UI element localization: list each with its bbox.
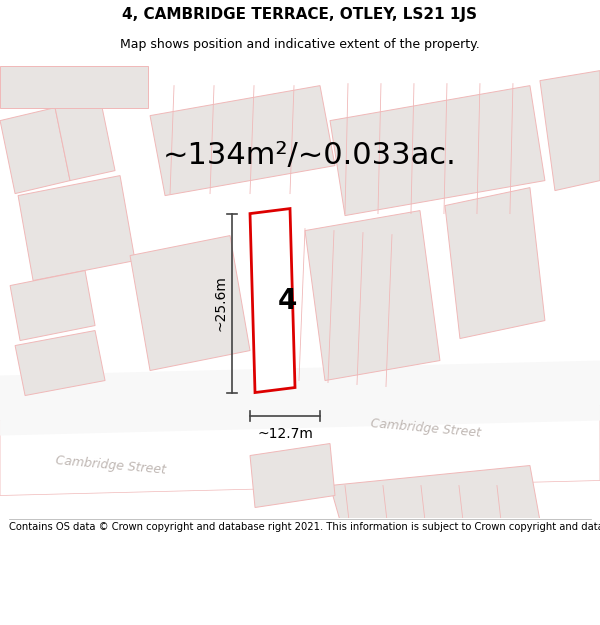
Polygon shape: [130, 236, 250, 371]
Polygon shape: [0, 361, 600, 436]
Polygon shape: [10, 271, 95, 341]
Polygon shape: [55, 98, 115, 181]
Text: Cambridge Street: Cambridge Street: [55, 454, 167, 477]
Polygon shape: [250, 209, 295, 392]
Text: 4: 4: [278, 286, 297, 314]
Text: ~25.6m: ~25.6m: [213, 275, 227, 331]
Polygon shape: [0, 66, 148, 108]
Polygon shape: [305, 211, 440, 381]
Text: ~134m²/~0.033ac.: ~134m²/~0.033ac.: [163, 141, 457, 170]
Text: Map shows position and indicative extent of the property.: Map shows position and indicative extent…: [120, 38, 480, 51]
Polygon shape: [150, 86, 335, 196]
Polygon shape: [15, 331, 105, 396]
Polygon shape: [445, 188, 545, 339]
Polygon shape: [18, 176, 135, 281]
Text: 4, CAMBRIDGE TERRACE, OTLEY, LS21 1JS: 4, CAMBRIDGE TERRACE, OTLEY, LS21 1JS: [122, 7, 478, 22]
Text: Contains OS data © Crown copyright and database right 2021. This information is : Contains OS data © Crown copyright and d…: [9, 522, 600, 532]
Text: ~12.7m: ~12.7m: [257, 426, 313, 441]
Polygon shape: [0, 107, 70, 194]
Polygon shape: [250, 444, 335, 508]
Polygon shape: [330, 466, 540, 521]
Polygon shape: [330, 86, 545, 216]
Polygon shape: [540, 71, 600, 191]
Text: Cambridge Street: Cambridge Street: [370, 418, 481, 440]
Polygon shape: [0, 406, 600, 496]
